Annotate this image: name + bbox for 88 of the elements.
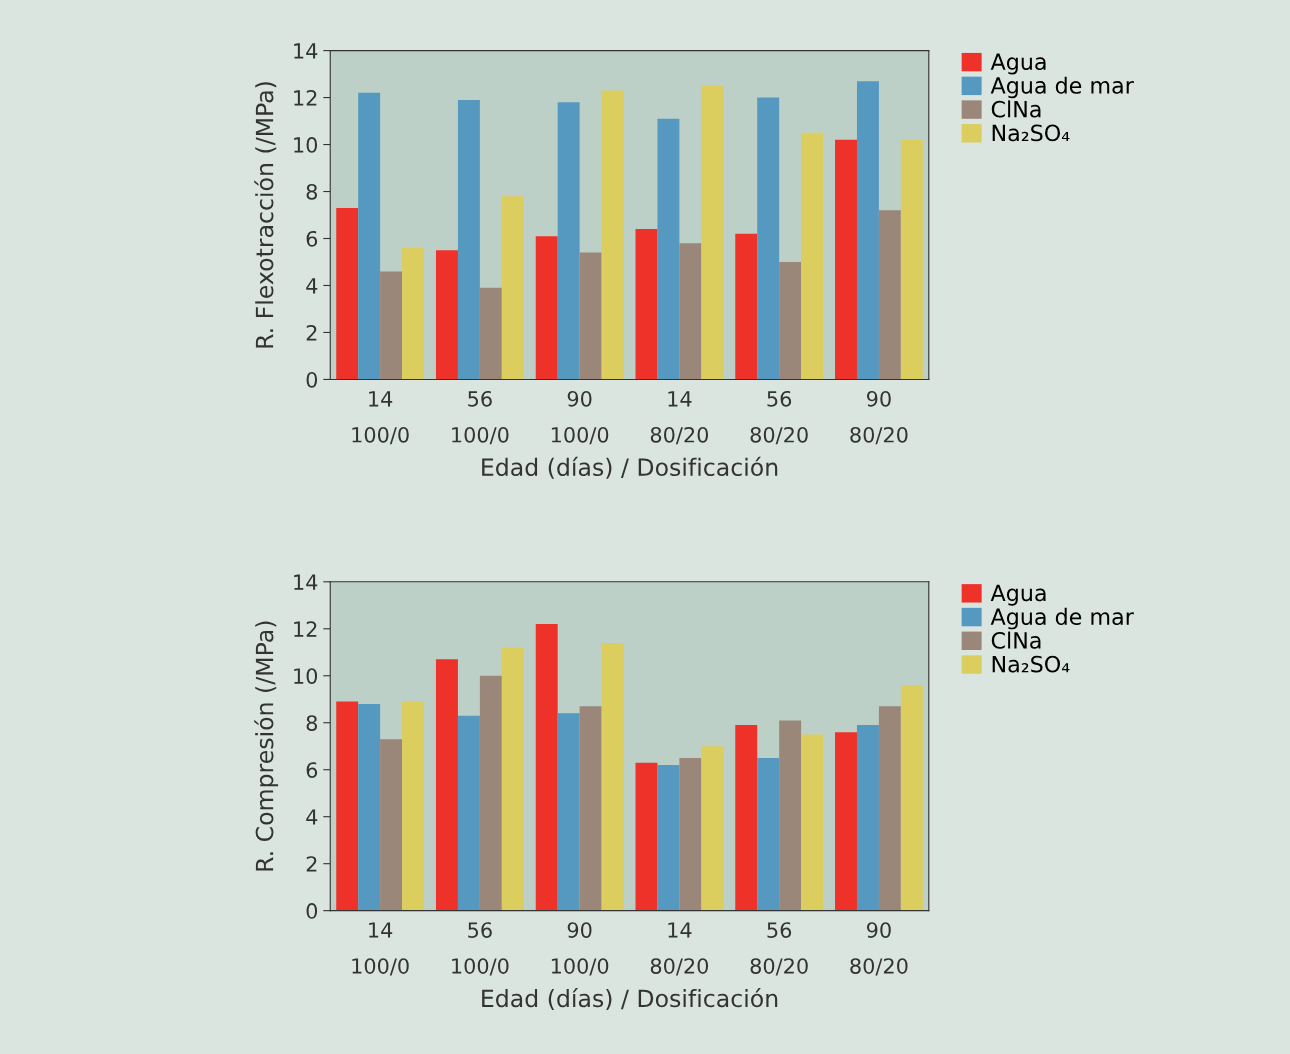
bar: [856, 81, 879, 380]
bar: [402, 701, 425, 911]
bar: [735, 725, 758, 911]
x-tick-label: 56 100/0: [452, 390, 509, 445]
bar: [635, 762, 658, 911]
x-tick-label: 14 80/20: [650, 391, 709, 445]
bar: [479, 675, 502, 911]
x-tick-label: 56 100/0: [452, 922, 509, 976]
bar: [535, 624, 558, 911]
x-tick-label: 56 80/20: [750, 922, 808, 976]
bar: [835, 732, 857, 911]
bar: [701, 85, 724, 380]
y-tick-label: 10: [294, 668, 318, 684]
x-axis-title: Edad (días) / Dosificación: [482, 988, 778, 1011]
y-tick-label: 0: [306, 903, 318, 919]
bar: [701, 746, 724, 911]
bar: [479, 287, 502, 380]
legend-label: ClNa: [991, 631, 1041, 649]
bar: [757, 757, 780, 911]
y-tick-label: 8: [306, 715, 318, 731]
bar: [601, 90, 624, 380]
bar: [779, 261, 802, 380]
bar: [435, 250, 458, 380]
x-tick-label: 90 100/0: [551, 922, 609, 976]
bar: [779, 720, 802, 911]
y-axis-title: R. Flexotracción (/MPa): [254, 82, 277, 348]
bar: [900, 139, 923, 380]
bar: [878, 706, 901, 911]
bar: [579, 252, 602, 380]
bar: [835, 139, 857, 380]
legend-label: ClNa: [991, 100, 1041, 118]
y-tick-label: 14: [294, 574, 318, 590]
bar: [402, 247, 425, 380]
y-tick-label: 4: [306, 278, 318, 294]
bar: [735, 233, 758, 380]
y-axis-title: R. Compresión (/MPa): [254, 621, 279, 871]
bar: [635, 229, 658, 380]
bar: [801, 132, 824, 380]
bar: [557, 102, 580, 380]
bar: [657, 765, 680, 911]
legend-label: Agua: [990, 584, 1046, 606]
legend-label: Na₂SO₄: [992, 655, 1070, 673]
y-tick-label: 12: [294, 90, 317, 106]
y-tick-label: 8: [306, 183, 318, 200]
bar: [336, 207, 359, 380]
bar: [679, 757, 702, 911]
bar: [801, 734, 824, 911]
bar: [579, 706, 602, 911]
bar: [358, 92, 381, 380]
x-tick-label: 90 80/20: [850, 390, 908, 445]
y-tick-label: 10: [294, 137, 318, 153]
bar: [657, 118, 680, 380]
x-tick-label: 14 100/0: [352, 391, 409, 445]
y-tick-label: 14: [294, 43, 318, 59]
x-axis-title: Edad (días) / Dosificación: [482, 456, 778, 479]
legend-label: Agua de mar: [990, 76, 1134, 99]
bar: [358, 703, 381, 911]
bar: [878, 210, 901, 380]
legend-label: Agua: [990, 53, 1046, 75]
bar: [856, 725, 879, 911]
bar: [501, 647, 524, 911]
bar: [501, 196, 524, 380]
y-tick-label: 0: [306, 371, 318, 388]
x-tick-label: 56 80/20: [750, 390, 808, 445]
bar: [601, 642, 624, 911]
x-tick-label: 90 80/20: [850, 922, 908, 976]
bar: [336, 701, 359, 911]
y-tick-label: 4: [306, 809, 318, 825]
y-tick-label: 2: [306, 856, 317, 872]
bar: [679, 243, 702, 380]
bar: [535, 236, 558, 380]
y-tick-label: 6: [306, 762, 318, 778]
bar: [380, 271, 403, 380]
bar: [457, 99, 480, 380]
bar: [435, 659, 458, 911]
legend-label: Na₂SO₄: [992, 124, 1070, 142]
bar: [380, 739, 403, 911]
y-tick-label: 2: [306, 324, 317, 341]
y-tick-label: 6: [306, 230, 318, 247]
legend-label: Agua de mar: [990, 607, 1134, 630]
bar: [757, 97, 780, 380]
x-tick-label: 14 100/0: [352, 922, 409, 976]
x-tick-label: 14 80/20: [650, 922, 709, 976]
bar: [900, 685, 923, 911]
bar: [457, 715, 480, 911]
x-tick-label: 90 100/0: [551, 390, 609, 445]
bar: [557, 713, 580, 911]
y-tick-label: 12: [294, 621, 317, 637]
